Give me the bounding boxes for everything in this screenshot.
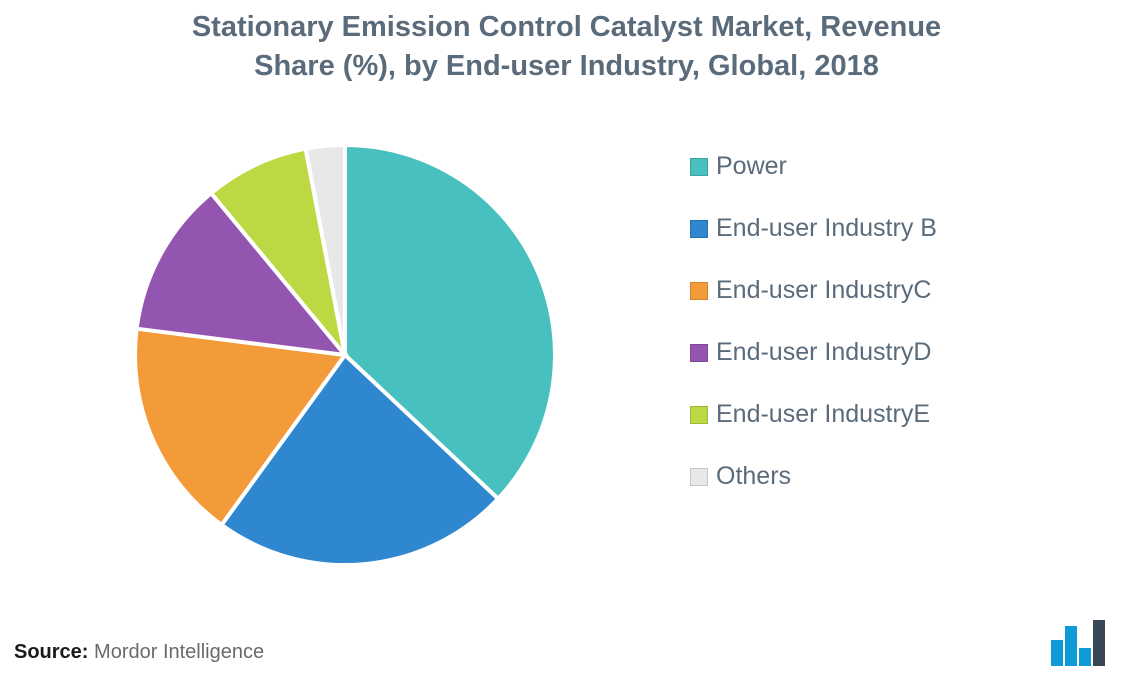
legend-item: Power	[690, 152, 937, 181]
chart-title: Stationary Emission Control Catalyst Mar…	[0, 0, 1133, 86]
legend-item: End-user IndustryE	[690, 400, 937, 429]
pie-slice	[137, 193, 345, 355]
legend-label: Power	[716, 152, 787, 181]
legend-swatch-icon	[690, 220, 708, 238]
legend-label: End-user IndustryD	[716, 338, 931, 367]
legend-swatch-icon	[690, 282, 708, 300]
legend-item: Others	[690, 462, 937, 491]
legend-swatch-icon	[690, 158, 708, 176]
legend-swatch-icon	[690, 344, 708, 362]
legend-label: End-user IndustryC	[716, 276, 931, 305]
logo-bar-icon	[1093, 620, 1105, 666]
legend-swatch-icon	[690, 406, 708, 424]
logo-bar-icon	[1079, 648, 1091, 666]
legend-swatch-icon	[690, 468, 708, 486]
legend-item: End-user Industry B	[690, 214, 937, 243]
legend-item: End-user IndustryD	[690, 338, 937, 367]
pie-chart	[0, 0, 1133, 678]
legend-label: End-user IndustryE	[716, 400, 930, 429]
chart-title-line2: Share (%), by End-user Industry, Global,…	[40, 47, 1093, 86]
pie-slice	[135, 329, 345, 525]
source-attribution: Source: Mordor Intelligence	[14, 641, 264, 664]
chart-title-line1: Stationary Emission Control Catalyst Mar…	[40, 8, 1093, 47]
legend-item: End-user IndustryC	[690, 276, 937, 305]
pie-slice	[211, 149, 345, 355]
logo-bar-icon	[1051, 640, 1063, 666]
brand-logo-icon	[1051, 616, 1107, 666]
pie-slice	[222, 355, 499, 565]
pie-slice	[306, 145, 345, 355]
logo-bar-icon	[1065, 626, 1077, 666]
legend-label: Others	[716, 462, 791, 491]
pie-slice	[345, 145, 555, 499]
source-label: Source:	[14, 641, 88, 663]
legend-label: End-user Industry B	[716, 214, 937, 243]
source-value: Mordor Intelligence	[94, 641, 264, 663]
legend: Power End-user Industry B End-user Industr…	[690, 152, 937, 491]
